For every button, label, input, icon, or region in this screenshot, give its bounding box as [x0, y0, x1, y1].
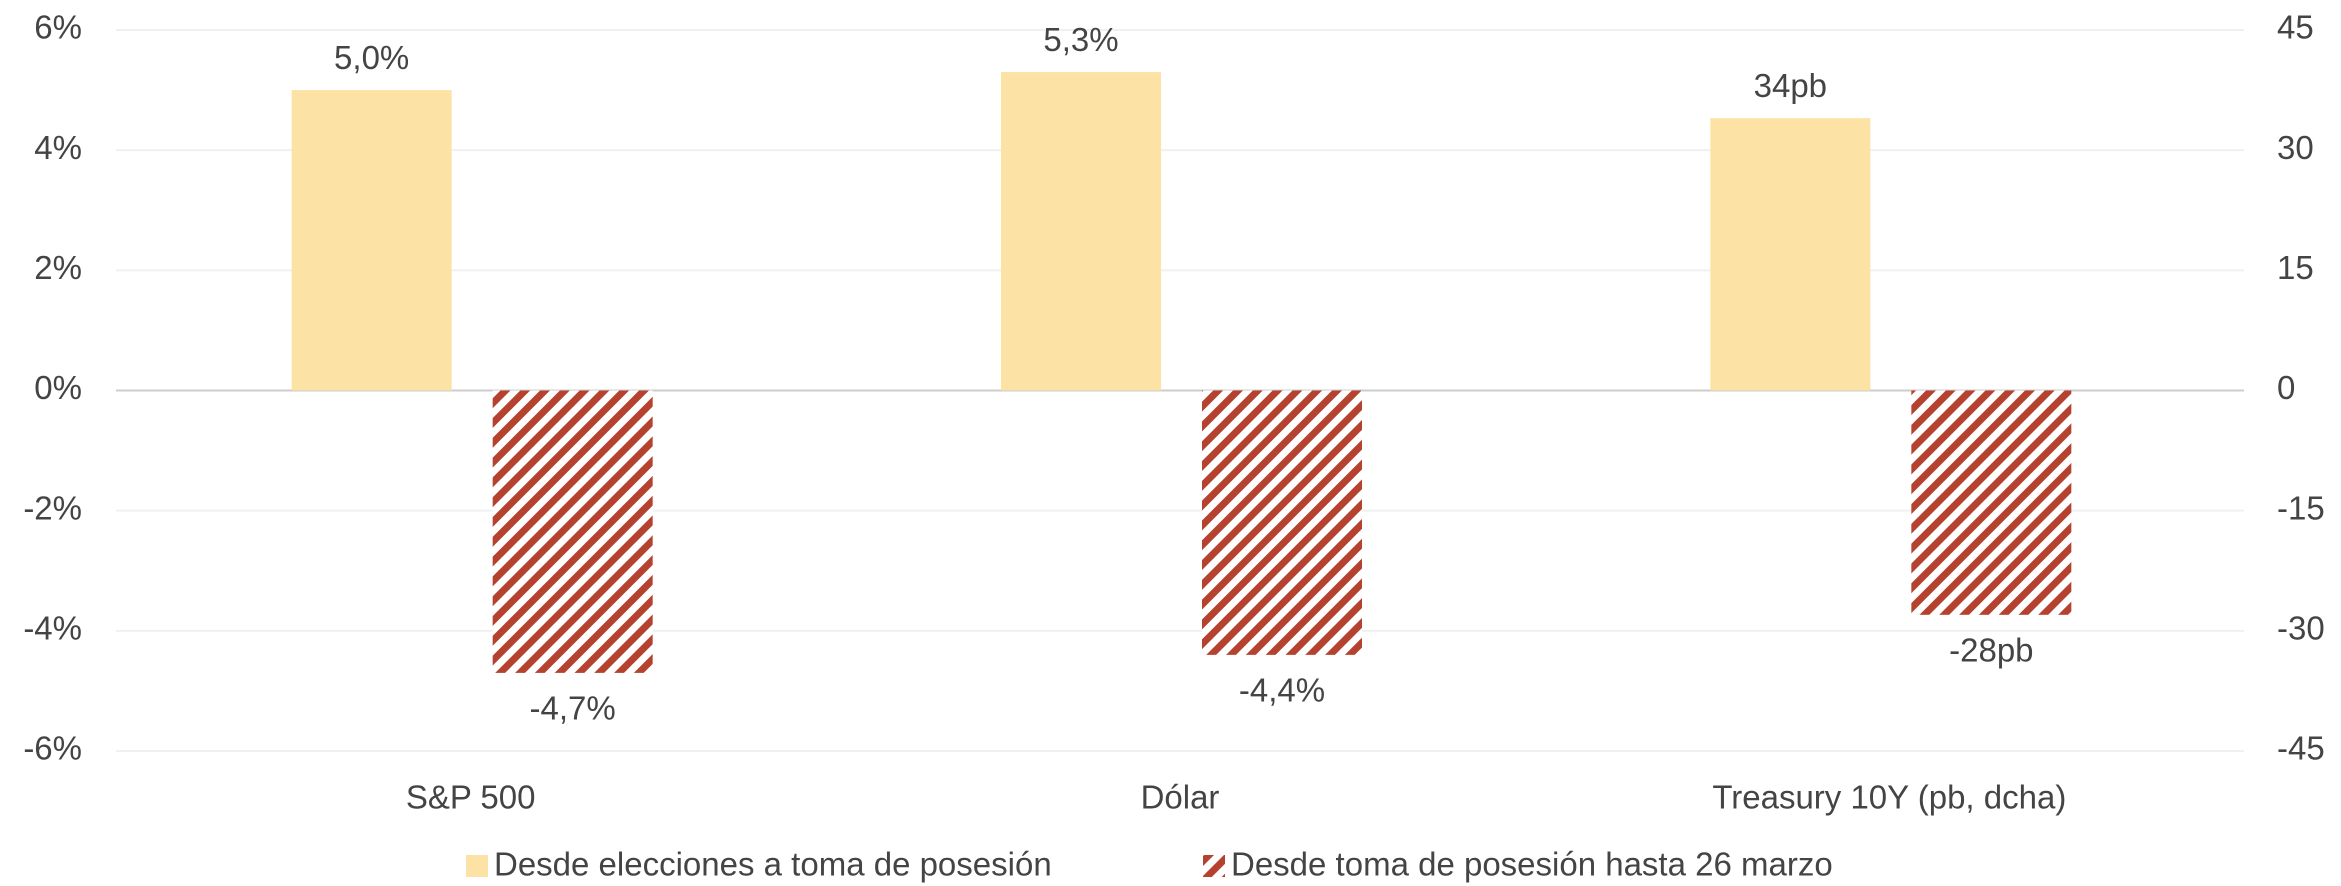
- bar: [492, 390, 653, 673]
- legend-swatch: [466, 855, 488, 877]
- y-tick-label: 0%: [34, 369, 82, 406]
- y2-tick-label: 15: [2277, 249, 2314, 286]
- y-tick-label: -2%: [23, 489, 82, 526]
- bar: [1710, 118, 1871, 391]
- legend-label: Desde elecciones a toma de posesión: [494, 846, 1052, 883]
- bar: [291, 90, 452, 391]
- x-tick-label: Treasury 10Y (pb, dcha): [1712, 779, 2066, 816]
- y2-tick-label: -45: [2277, 730, 2325, 767]
- y2-tick-label: -15: [2277, 489, 2325, 526]
- y-tick-label: -6%: [23, 730, 82, 767]
- data-label: -4,4%: [1239, 672, 1325, 709]
- y2-tick-label: 30: [2277, 129, 2314, 166]
- y-tick-label: 4%: [34, 129, 82, 166]
- y-tick-label: 6%: [34, 9, 82, 46]
- x-tick-label: S&P 500: [406, 779, 536, 816]
- bar: [1202, 390, 1362, 655]
- x-tick-label: Dólar: [1141, 779, 1220, 816]
- bar: [1911, 390, 2072, 615]
- data-label: 5,0%: [334, 39, 409, 76]
- data-label: -28pb: [1949, 632, 2033, 669]
- legend-label: Desde toma de posesión hasta 26 marzo: [1231, 846, 1833, 883]
- data-label: -4,7%: [530, 690, 616, 727]
- data-label: 34pb: [1754, 67, 1827, 104]
- y2-tick-label: 45: [2277, 9, 2314, 46]
- bar: [1001, 72, 1161, 391]
- y-tick-label: -4%: [23, 610, 82, 647]
- y2-tick-label: -30: [2277, 610, 2325, 647]
- y-tick-label: 2%: [34, 249, 82, 286]
- data-label: 5,3%: [1043, 21, 1118, 58]
- legend-swatch: [1203, 855, 1225, 877]
- y2-tick-label: 0: [2277, 369, 2295, 406]
